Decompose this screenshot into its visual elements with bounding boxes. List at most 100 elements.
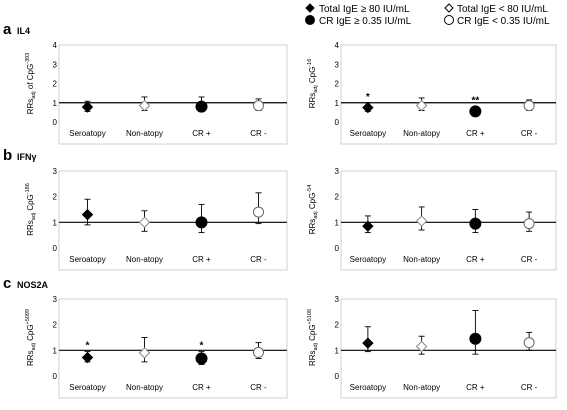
point-marker-open-diamond	[415, 215, 428, 227]
data-point-seroatopy: *	[362, 92, 374, 114]
point-marker-open-circle	[253, 206, 264, 218]
y-tick-label: 2	[53, 193, 58, 202]
y-tick-label: 1	[53, 218, 58, 227]
point-marker-filled-diamond	[81, 351, 94, 364]
legend-label: Total IgE < 80 IU/mL	[457, 4, 548, 15]
data-point-crpos: *	[195, 341, 208, 365]
point-marker-open-diamond	[415, 99, 428, 112]
legend-item-cr-ige-high: CR IgE ≥ 0.35 IU/mL	[305, 15, 412, 27]
data-point-crpos	[195, 96, 208, 113]
category-label: CR +	[192, 255, 211, 264]
chart-panel-c-right: 0 1 2 3 RRsadj CpG+5106 Seroatopy Non-atopy CR …	[307, 295, 557, 399]
data-point-non-atopy	[138, 210, 151, 232]
category-label: CR -	[250, 383, 267, 392]
data-point-non-atopy	[415, 206, 428, 231]
y-tick-label: 2	[335, 193, 340, 202]
legend-item-total-ige-low: Total IgE < 80 IU/mL	[444, 3, 548, 15]
data-point-seroatopy	[81, 100, 94, 113]
panel-letter: b	[3, 147, 12, 164]
category-label: Non-atopy	[126, 383, 163, 392]
data-point-crpos	[469, 209, 482, 234]
point-marker-open-circle	[523, 337, 535, 349]
point-marker-filled-circle	[195, 352, 208, 365]
y-tick-label: 2	[53, 321, 58, 330]
data-point-crpos	[469, 310, 482, 355]
y-tick-label: 3	[53, 167, 58, 176]
significance-marker: **	[471, 96, 479, 107]
category-label: Seroatopy	[69, 255, 105, 264]
row-label-c: c NOS2A	[3, 275, 49, 292]
point-marker-filled-circle	[469, 105, 482, 118]
y-tick-label: 1	[53, 346, 58, 355]
data-point-crneg	[523, 211, 535, 232]
y-tick-label: 1	[53, 99, 58, 108]
significance-marker: *	[86, 341, 90, 352]
y-axis-label: RRsadj CpG-16	[307, 59, 319, 109]
legend: Total IgE ≥ 80 IU/mL Total IgE < 80 IU/m…	[305, 3, 550, 27]
point-marker-open-circle	[523, 218, 535, 230]
y-tick-label: 1	[335, 346, 340, 355]
chart-panel-b-right: 0 1 2 3 RRsadj CpG-54 Seroatopy Non-atopy CR + C…	[307, 167, 557, 271]
y-tick-label: 3	[335, 60, 340, 69]
y-tick-label: 1	[335, 99, 340, 108]
data-point-non-atopy	[415, 335, 428, 355]
legend-item-cr-ige-low: CR IgE < 0.35 IU/mL	[444, 15, 550, 27]
panel-letter: c	[3, 275, 11, 292]
data-point-non-atopy	[138, 337, 151, 363]
category-label: CR +	[192, 383, 211, 392]
y-tick-label: 0	[335, 372, 340, 381]
row-label-a: a IL4	[3, 21, 30, 38]
significance-marker: *	[200, 341, 204, 352]
category-label: Seroatopy	[69, 383, 105, 392]
chart-panel-a-right: 0 1 2 3 4 RRsadj CpG-16 Seroatopy Non-atopy CR +…	[307, 41, 557, 145]
category-label: Seroatopy	[350, 255, 386, 264]
category-label: CR +	[466, 129, 485, 138]
category-label: Non-atopy	[403, 129, 440, 138]
y-tick-label: 0	[335, 118, 340, 127]
y-tick-label: 0	[53, 372, 58, 381]
data-point-crneg	[523, 331, 535, 351]
open-circle-icon	[444, 15, 454, 25]
data-point-crpos: **	[469, 96, 482, 118]
y-tick-label: 2	[53, 80, 58, 89]
point-marker-open-diamond	[138, 99, 151, 112]
filled-circle-icon	[305, 15, 315, 25]
point-marker-filled-diamond	[362, 337, 374, 349]
legend-label: Total IgE ≥ 80 IU/mL	[319, 4, 410, 15]
gene-title: IFNγ	[17, 152, 37, 162]
y-axis-label: RRsadj CpG-186	[25, 183, 37, 236]
y-axis-label: RRsadj CpG+5106	[307, 309, 319, 366]
y-tick-label: 4	[335, 41, 340, 50]
y-axis-label: RRsadj of CpG-393	[25, 53, 37, 115]
point-marker-open-diamond	[138, 216, 151, 229]
y-axis-label: RRsadj CpG-54	[307, 185, 319, 235]
point-marker-filled-circle	[469, 332, 482, 345]
point-marker-filled-circle	[195, 100, 208, 113]
chart-panel-b-left: 0 1 2 3 RRsadj CpG-186 Seroatopy Non-atopy CR +…	[25, 167, 288, 271]
category-label: CR +	[466, 255, 485, 264]
data-point-non-atopy	[138, 96, 151, 112]
data-point-seroatopy	[362, 326, 374, 353]
legend-label: CR IgE < 0.35 IU/mL	[457, 16, 550, 27]
point-marker-open-circle	[253, 346, 264, 358]
category-label: CR +	[192, 129, 211, 138]
y-tick-label: 3	[335, 167, 340, 176]
y-tick-label: 0	[53, 118, 58, 127]
chart-panel-c-left: 0 1 2 3 RRsadj CpG+5099 Seroatopy Non-atopy CR …	[25, 295, 288, 399]
y-tick-label: 1	[335, 218, 340, 227]
y-tick-label: 3	[53, 295, 58, 304]
y-tick-label: 2	[335, 80, 340, 89]
category-label: Seroatopy	[69, 129, 105, 138]
point-marker-filled-circle	[469, 217, 482, 230]
data-point-seroatopy	[81, 198, 94, 226]
chart-panel-a-left: 0 1 2 3 4 RRsadj of CpG-393 Seroatopy Non-atopy…	[25, 41, 288, 145]
panel-letter: a	[3, 21, 12, 38]
data-point-crpos	[195, 203, 208, 234]
row-label-b: b IFNγ	[3, 147, 37, 164]
category-label: Non-atopy	[126, 255, 163, 264]
point-marker-filled-diamond	[81, 101, 94, 113]
category-label: Seroatopy	[350, 383, 386, 392]
y-tick-label: 3	[53, 60, 58, 69]
legend-item-total-ige-high: Total IgE ≥ 80 IU/mL	[305, 3, 410, 15]
